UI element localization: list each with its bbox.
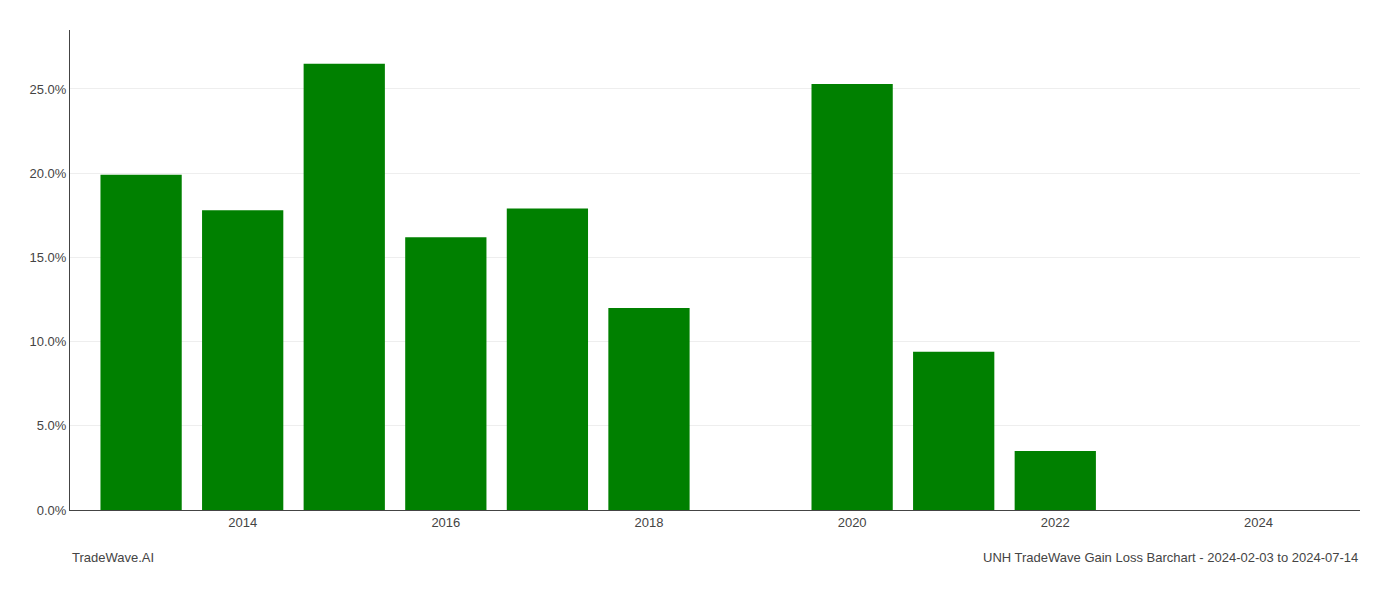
svg-text:2022: 2022 [1041,515,1070,530]
svg-text:TradeWave.AI: TradeWave.AI [72,550,154,565]
svg-text:10.0%: 10.0% [30,334,67,349]
svg-text:20.0%: 20.0% [30,166,67,181]
svg-text:2014: 2014 [228,515,257,530]
svg-text:25.0%: 25.0% [30,82,67,97]
svg-text:2020: 2020 [838,515,867,530]
svg-text:UNH TradeWave Gain Loss Barcha: UNH TradeWave Gain Loss Barchart - 2024-… [983,550,1358,565]
svg-text:0.0%: 0.0% [37,503,67,518]
svg-text:5.0%: 5.0% [37,418,67,433]
svg-text:2024: 2024 [1244,515,1273,530]
svg-text:15.0%: 15.0% [30,250,67,265]
svg-text:2018: 2018 [635,515,664,530]
svg-text:2016: 2016 [431,515,460,530]
